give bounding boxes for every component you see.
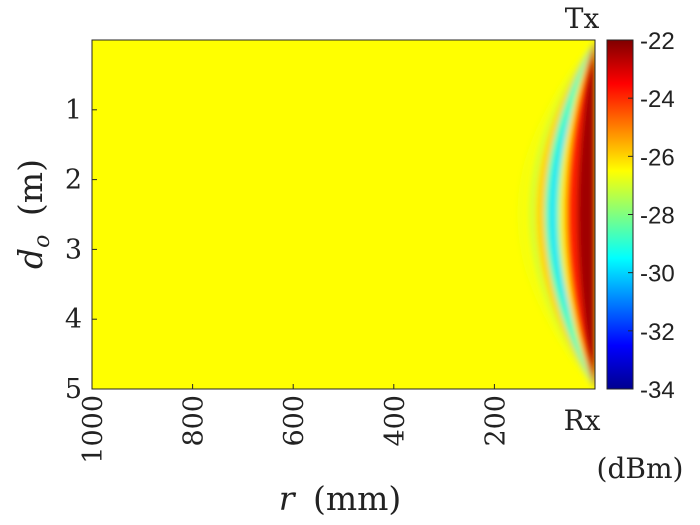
y-tick-label: 1 (65, 95, 82, 126)
x-axis-unit: (mm) (313, 479, 401, 518)
heatmap-background (92, 40, 595, 389)
y-tick-label: 3 (65, 234, 82, 265)
colorbar-tick-label: -24 (640, 86, 675, 113)
y-tick-label: 4 (65, 304, 82, 335)
x-axis-ticks: 1000 800 600 400 200 (78, 384, 511, 464)
heatmap-field (92, 40, 595, 389)
y-tick-label: 5 (65, 374, 82, 405)
x-axis-label: r (mm) (279, 479, 402, 518)
band-orange (536, 40, 595, 389)
colorbar-ticks: -22 -24 -26 -28 -30 -32 -34 (628, 28, 675, 404)
band-minimum-core (550, 60, 595, 370)
colorbar-tick-label: -26 (640, 144, 675, 171)
y-axis-label: do (m) (11, 159, 57, 269)
y-axis-symbol: d (11, 248, 50, 269)
band-yellow (559, 40, 595, 389)
colorbar-tick-label: -22 (640, 28, 675, 55)
rx-annotation: Rx (564, 404, 601, 437)
colorbar-tick-label: -34 (640, 377, 675, 404)
y-axis-ticks: 1 2 3 4 5 (65, 95, 97, 405)
colorbar-unit: (dBm) (597, 452, 684, 485)
y-tick-label: 2 (65, 165, 82, 196)
colorbar-tick-label: -28 (640, 203, 675, 230)
colorbar-tick-label: -30 (640, 261, 675, 288)
band-minimum (545, 40, 595, 389)
x-tick-label: 800 (179, 395, 210, 447)
colorbar-tick-label: -32 (640, 319, 675, 346)
ripple-outer (517, 40, 595, 389)
plot-frame (91, 39, 596, 390)
x-tick-label: 600 (279, 395, 310, 447)
y-axis-unit: (m) (11, 159, 50, 216)
x-tick-label: 400 (380, 395, 411, 447)
y-axis-subscript: o (30, 235, 55, 248)
tx-annotation: Tx (565, 2, 600, 35)
x-tick-label: 1000 (78, 395, 109, 464)
x-axis-symbol: r (279, 479, 297, 518)
ripple-mid (528, 40, 595, 389)
x-tick-label: 200 (480, 395, 511, 447)
band-darkred (577, 40, 595, 389)
